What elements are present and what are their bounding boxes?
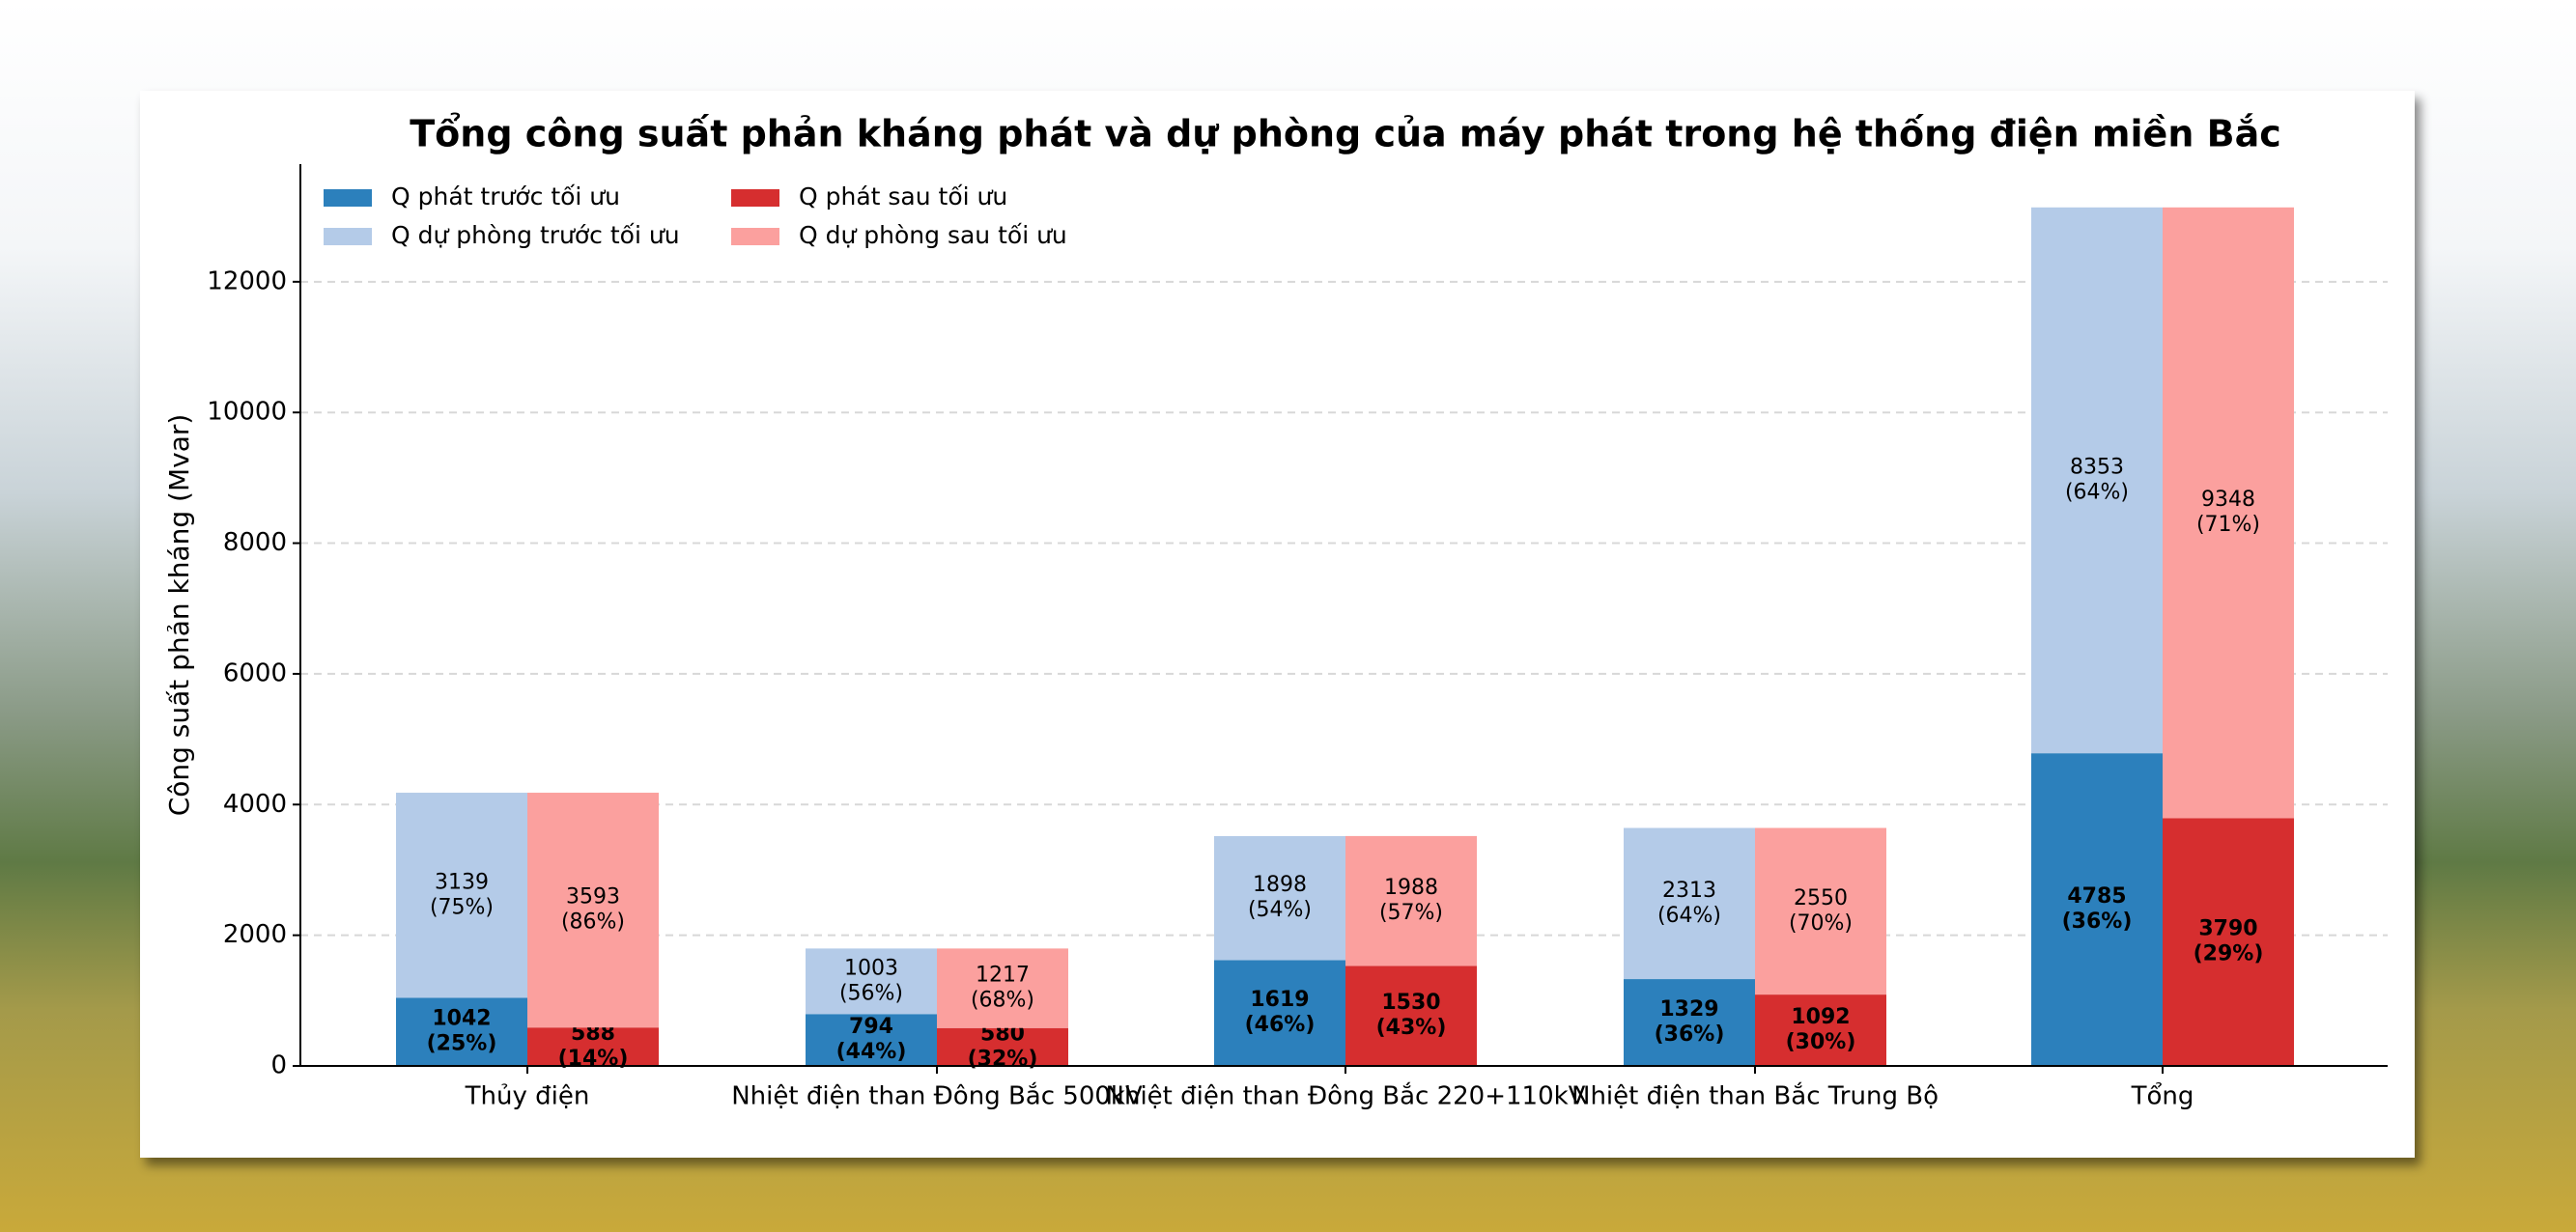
data-label: 4785 (36%)	[2062, 884, 2133, 934]
chart-title: Tổng công suất phản kháng phát và dự phò…	[410, 113, 2280, 155]
legend-label: Q dự phòng trước tối ưu	[391, 221, 680, 249]
data-label: 8353 (64%)	[2065, 455, 2129, 504]
data-label: 2313 (64%)	[1657, 879, 1721, 928]
x-tick-label: Tổng	[2131, 1081, 2194, 1111]
bar-segment	[1755, 994, 1886, 1066]
bar-segment	[2163, 207, 2294, 819]
legend-swatch	[324, 228, 372, 245]
legend-label: Q phát trước tối ưu	[391, 182, 620, 210]
data-label: 1003 (56%)	[839, 956, 903, 1005]
y-tick-label: 12000	[207, 266, 287, 295]
y-tick-label: 10000	[207, 398, 287, 427]
data-label: 3593 (86%)	[561, 885, 625, 935]
y-tick-label: 8000	[223, 528, 287, 557]
bar-segment	[396, 997, 527, 1066]
legend-swatch	[324, 189, 372, 207]
data-label: 1217 (68%)	[971, 964, 1034, 1013]
data-label: 1329 (36%)	[1655, 997, 1725, 1047]
bar-segment	[396, 793, 527, 998]
legend-swatch	[731, 228, 779, 245]
bar-segment	[527, 793, 659, 1028]
bar-segment	[1755, 827, 1886, 995]
data-label: 1988 (57%)	[1379, 876, 1443, 925]
bar-segment	[1345, 835, 1477, 966]
data-label: 1092 (30%)	[1786, 1005, 1856, 1054]
data-label: 2550 (70%)	[1789, 886, 1853, 936]
bar-segment	[527, 1027, 659, 1066]
bar-segment	[937, 948, 1068, 1028]
bar-segment	[1214, 960, 1345, 1066]
data-label: 3790 (29%)	[2194, 917, 2264, 966]
bar-segment	[1345, 966, 1477, 1066]
bar-segment	[806, 1014, 937, 1066]
data-label: 3139 (75%)	[430, 870, 494, 919]
bar-segment	[2163, 818, 2294, 1066]
legend-label: Q dự phòng sau tối ưu	[799, 221, 1067, 249]
legend-swatch	[731, 189, 779, 207]
y-tick-label: 2000	[223, 920, 287, 949]
legend-label: Q phát sau tối ưu	[799, 182, 1007, 210]
bar-segment	[2031, 207, 2163, 754]
y-tick-label: 0	[270, 1051, 287, 1080]
data-label: 794 (44%)	[836, 1015, 907, 1064]
bar-segment	[2031, 753, 2163, 1066]
bar-segment	[806, 948, 937, 1015]
x-tick-label: Nhiệt điện than Đông Bắc 500kV	[731, 1081, 1143, 1111]
x-tick-label: Nhiệt điện than Bắc Trung Bộ	[1571, 1081, 1939, 1111]
y-tick-label: 6000	[223, 658, 287, 687]
x-tick-label: Thủy điện	[465, 1082, 590, 1111]
data-label: 1898 (54%)	[1248, 873, 1312, 922]
bar-segment	[1624, 979, 1755, 1066]
data-label: 9348 (71%)	[2196, 488, 2260, 537]
x-tick-label: Nhiệt điện than Đông Bắc 220+110kV	[1106, 1081, 1586, 1111]
bar-segment	[937, 1027, 1068, 1066]
data-label: 1530 (43%)	[1376, 991, 1447, 1040]
bar-segment	[1624, 827, 1755, 980]
data-label: 1042 (25%)	[427, 1007, 497, 1056]
bar-segment	[1214, 835, 1345, 961]
y-tick-label: 4000	[223, 790, 287, 819]
data-label: 1619 (46%)	[1245, 988, 1316, 1037]
y-axis-label: Công suất phản kháng (Mvar)	[163, 414, 195, 817]
